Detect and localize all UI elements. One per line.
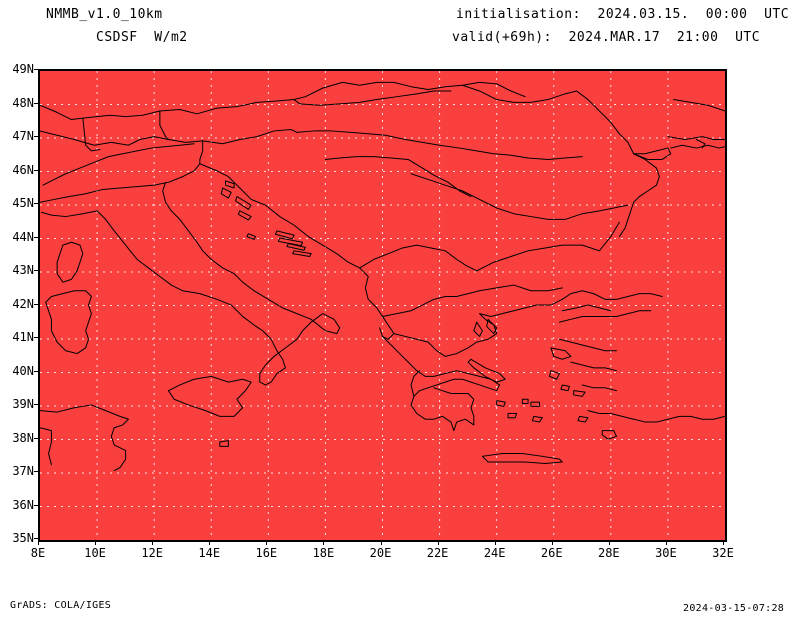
y-axis-tick-label: 36N (12, 497, 34, 512)
x-axis-tick-mark (95, 540, 97, 545)
y-axis-tick-mark (34, 69, 39, 70)
y-axis-tick-label: 46N (12, 162, 34, 177)
y-axis-tick-label: 49N (12, 62, 34, 76)
y-axis-tick-mark (34, 471, 39, 472)
map-plot-area (38, 69, 727, 542)
generated-timestamp-label: 2024-03-15-07:28 (683, 603, 785, 614)
y-axis-tick-label: 47N (12, 129, 34, 143)
x-axis-tick-mark (323, 540, 325, 545)
x-axis-tick-label: 28E (597, 546, 620, 560)
x-axis-tick-label: 8E (30, 546, 46, 560)
y-axis-tick-mark (34, 370, 39, 372)
header-valid-time-label: valid(+69h): 2024.MAR.17 21:00 UTC (452, 30, 761, 45)
x-axis-tick-label: 26E (540, 546, 563, 560)
x-axis-tick-mark (723, 540, 724, 545)
x-axis-tick-label: 24E (483, 546, 506, 560)
y-axis-tick-mark (34, 337, 39, 338)
y-axis-tick-mark (34, 169, 39, 171)
y-axis-tick-label: 43N (12, 263, 34, 277)
y-axis-tick-label: 35N (12, 531, 34, 545)
x-axis-tick-label: 32E (712, 546, 734, 560)
x-axis-tick-mark (665, 540, 667, 545)
coastline-border-layer (40, 71, 725, 471)
y-axis-tick-mark (34, 303, 39, 305)
y-axis-tick-label: 41N (12, 330, 34, 344)
x-axis-tick-mark (152, 540, 154, 545)
x-axis-tick-label: 16E (255, 546, 278, 560)
x-axis-tick-mark (494, 540, 496, 545)
y-axis-tick-label: 44N (12, 229, 34, 244)
y-axis-tick-label: 40N (12, 363, 34, 378)
y-axis-tick-mark (34, 504, 39, 506)
y-axis-tick-mark (34, 270, 39, 271)
y-axis-tick-mark (34, 236, 39, 238)
x-axis-tick-label: 10E (84, 546, 106, 560)
x-axis-tick-mark (380, 540, 382, 545)
y-axis-tick-label: 38N (12, 430, 34, 445)
grads-attribution-label: GrADS: COLA/IGES (10, 600, 112, 611)
x-axis-tick-label: 12E (141, 546, 163, 560)
x-axis-tick-mark (551, 540, 553, 545)
x-axis-tick-mark (437, 540, 439, 545)
y-axis-tick-label: 39N (12, 397, 34, 411)
header-initialisation-label: initialisation: 2024.03.15. 00:00 UTC (456, 7, 790, 22)
header-variable-label: CSDSF W/m2 (96, 30, 188, 45)
y-axis-tick-mark (34, 404, 39, 405)
x-axis-tick-label: 22E (426, 546, 449, 560)
y-axis-tick-label: 37N (12, 464, 34, 478)
x-axis-tick-label: 20E (369, 546, 392, 560)
x-axis-tick-mark (38, 540, 39, 545)
x-axis-tick-label: 18E (312, 546, 335, 560)
x-axis-tick-label: 30E (655, 546, 677, 560)
header-model-label: NMMB_v1.0_10km (46, 7, 163, 22)
x-axis-tick-mark (266, 540, 268, 545)
y-axis-tick-mark (34, 437, 39, 439)
x-axis-tick-label: 14E (198, 546, 221, 560)
y-axis-tick-mark (34, 102, 39, 104)
y-axis-tick-mark (34, 538, 39, 539)
x-axis-tick-mark (608, 540, 610, 545)
x-axis-tick-mark (209, 540, 211, 545)
y-axis-tick-mark (34, 203, 39, 204)
y-axis-tick-label: 48N (12, 95, 34, 110)
y-axis-tick-label: 45N (12, 196, 34, 210)
y-axis-tick-label: 42N (12, 296, 34, 311)
y-axis-tick-mark (34, 136, 39, 137)
